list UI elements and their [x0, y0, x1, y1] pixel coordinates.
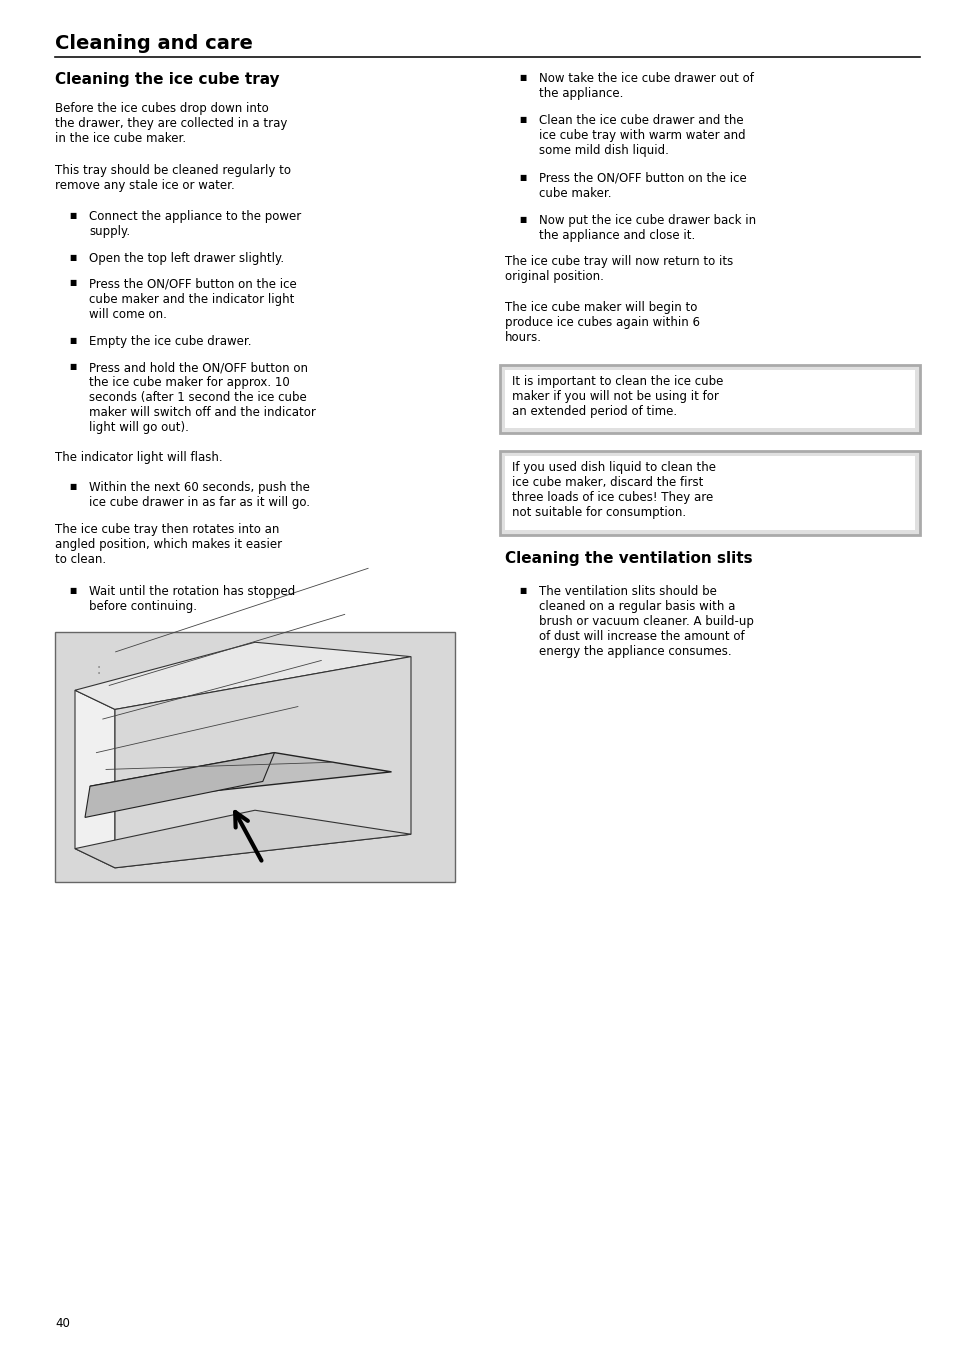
Text: ■: ■ [69, 481, 76, 491]
Text: This tray should be cleaned regularly to
remove any stale ice or water.: This tray should be cleaned regularly to… [55, 164, 291, 192]
Text: Empty the ice cube drawer.: Empty the ice cube drawer. [89, 335, 252, 349]
Text: Now take the ice cube drawer out of
the appliance.: Now take the ice cube drawer out of the … [538, 72, 753, 100]
Text: If you used dish liquid to clean the
ice cube maker, discard the first
three loa: If you used dish liquid to clean the ice… [512, 461, 716, 519]
Text: The ice cube tray will now return to its
original position.: The ice cube tray will now return to its… [504, 256, 733, 284]
Bar [499, 452, 919, 534]
Text: ■: ■ [69, 253, 76, 261]
Text: Wait until the rotation has stopped
before continuing.: Wait until the rotation has stopped befo… [89, 584, 294, 612]
Polygon shape [90, 753, 391, 800]
Bar [55, 633, 455, 883]
Text: The ice cube maker will begin to
produce ice cubes again within 6
hours.: The ice cube maker will begin to produce… [504, 301, 700, 345]
Text: Open the top left drawer slightly.: Open the top left drawer slightly. [89, 251, 284, 265]
Text: ■: ■ [518, 115, 526, 124]
Text: ■: ■ [69, 362, 76, 372]
Text: Cleaning and care: Cleaning and care [55, 34, 253, 53]
Text: ᵒ
ᵒ: ᵒ ᵒ [98, 667, 100, 677]
Text: It is important to clean the ice cube
maker if you will not be using it for
an e: It is important to clean the ice cube ma… [512, 375, 722, 418]
Text: ■: ■ [518, 173, 526, 181]
Text: ■: ■ [518, 587, 526, 595]
Text: ■: ■ [518, 73, 526, 82]
Polygon shape [85, 753, 274, 818]
Text: Within the next 60 seconds, push the
ice cube drawer in as far as it will go.: Within the next 60 seconds, push the ice… [89, 481, 310, 508]
Polygon shape [75, 642, 411, 710]
Text: ■: ■ [69, 211, 76, 219]
Text: Connect the appliance to the power
supply.: Connect the appliance to the power suppl… [89, 210, 301, 238]
Text: ■: ■ [518, 215, 526, 223]
Text: Before the ice cubes drop down into
the drawer, they are collected in a tray
in : Before the ice cubes drop down into the … [55, 101, 287, 145]
Text: 40: 40 [55, 1317, 70, 1330]
Text: Press and hold the ON/OFF button on
the ice cube maker for approx. 10
seconds (a: Press and hold the ON/OFF button on the … [89, 361, 315, 434]
Bar [504, 370, 914, 429]
Text: Press the ON/OFF button on the ice
cube maker and the indicator light
will come : Press the ON/OFF button on the ice cube … [89, 277, 296, 320]
Text: The indicator light will flash.: The indicator light will flash. [55, 452, 222, 464]
Text: ■: ■ [69, 279, 76, 288]
Bar [504, 456, 914, 530]
Text: ■: ■ [69, 337, 76, 345]
Text: Cleaning the ice cube tray: Cleaning the ice cube tray [55, 72, 279, 87]
Polygon shape [75, 810, 411, 868]
Text: The ice cube tray then rotates into an
angled position, which makes it easier
to: The ice cube tray then rotates into an a… [55, 523, 282, 565]
Polygon shape [75, 691, 115, 868]
Polygon shape [115, 657, 411, 868]
Text: The ventilation slits should be
cleaned on a regular basis with a
brush or vacuu: The ventilation slits should be cleaned … [538, 585, 753, 658]
Bar [499, 365, 919, 433]
Text: Now put the ice cube drawer back in
the appliance and close it.: Now put the ice cube drawer back in the … [538, 214, 756, 242]
Text: Cleaning the ventilation slits: Cleaning the ventilation slits [504, 550, 752, 565]
Text: Press the ON/OFF button on the ice
cube maker.: Press the ON/OFF button on the ice cube … [538, 172, 746, 200]
Text: Clean the ice cube drawer and the
ice cube tray with warm water and
some mild di: Clean the ice cube drawer and the ice cu… [538, 114, 745, 157]
Text: ■: ■ [69, 585, 76, 595]
